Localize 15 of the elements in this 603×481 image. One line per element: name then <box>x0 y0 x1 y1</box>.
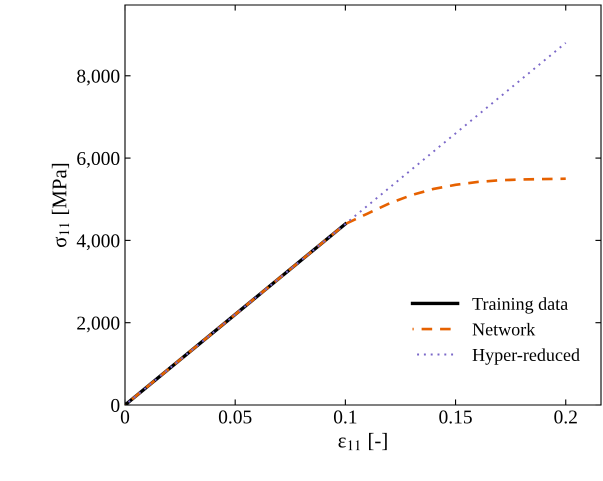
legend-label: Training data <box>472 297 568 314</box>
y-tick-label: 6,000 <box>77 152 120 168</box>
x-tick-label: 0.1 <box>334 410 356 424</box>
x-axis-title: ε$_{11}$ [-] <box>338 432 387 450</box>
y-axis-title: σ$_{11}$ [MPa] <box>52 164 70 248</box>
legend-label: Hyper-reduced <box>472 348 580 365</box>
y-tick-label: 2,000 <box>77 316 120 332</box>
x-tick-label: 0.15 <box>439 410 472 424</box>
legend-label: Network <box>472 322 536 336</box>
y-tick-label: 0 <box>111 398 120 412</box>
y-tick-label: 4,000 <box>76 234 120 250</box>
y-tick-label: 8,000 <box>77 70 120 86</box>
x-tick-label: 0 <box>120 410 130 424</box>
x-tick-label: 0.2 <box>554 410 577 424</box>
x-tick-label: 0.05 <box>218 410 252 424</box>
